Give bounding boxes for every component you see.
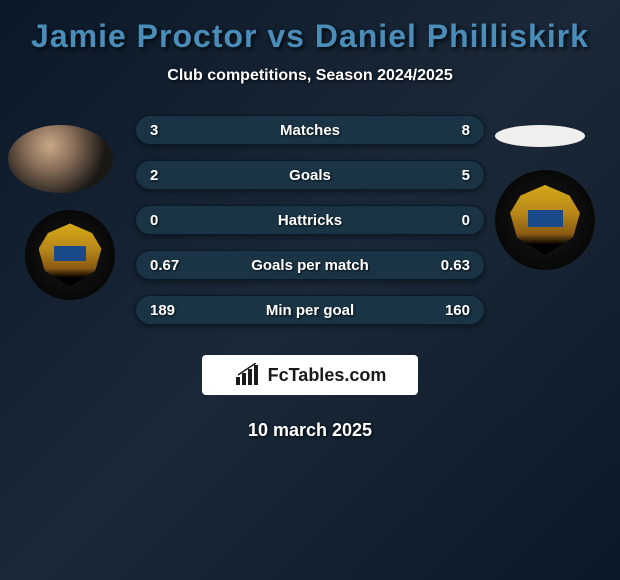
stat-right-value: 5 (462, 167, 470, 184)
stat-row-goals-per-match: 0.67 Goals per match 0.63 (135, 250, 485, 280)
stat-label: Hattricks (278, 212, 342, 229)
stat-left-value: 0 (150, 212, 158, 229)
stats-area: 3 Matches 8 2 Goals 5 0 Hattricks 0 0.67… (0, 115, 620, 441)
club-crest-left (25, 210, 115, 300)
stat-row-matches: 3 Matches 8 (135, 115, 485, 145)
stat-label: Goals per match (251, 257, 369, 274)
stat-left-value: 0.67 (150, 257, 179, 274)
page-title: Jamie Proctor vs Daniel Philliskirk (0, 18, 620, 55)
stat-row-hattricks: 0 Hattricks 0 (135, 205, 485, 235)
stat-right-value: 8 (462, 122, 470, 139)
branding-badge: FcTables.com (202, 355, 418, 395)
club-crest-right (495, 170, 595, 270)
stat-bars: 3 Matches 8 2 Goals 5 0 Hattricks 0 0.67… (135, 115, 485, 325)
stat-row-min-per-goal: 189 Min per goal 160 (135, 295, 485, 325)
stat-left-value: 2 (150, 167, 158, 184)
stat-left-value: 3 (150, 122, 158, 139)
stat-label: Min per goal (266, 302, 354, 319)
chart-icon (234, 363, 262, 387)
stat-right-value: 160 (445, 302, 470, 319)
player-photo-left (8, 125, 113, 193)
stat-label: Matches (280, 122, 340, 139)
comparison-card: Jamie Proctor vs Daniel Philliskirk Club… (0, 0, 620, 451)
stat-row-goals: 2 Goals 5 (135, 160, 485, 190)
stat-right-value: 0.63 (441, 257, 470, 274)
brand-text: FcTables.com (268, 365, 387, 386)
shield-icon (510, 185, 580, 255)
stat-left-value: 189 (150, 302, 175, 319)
player-photo-right (495, 125, 585, 147)
subtitle: Club competitions, Season 2024/2025 (0, 67, 620, 85)
shield-icon (39, 224, 102, 287)
stat-label: Goals (289, 167, 331, 184)
stat-right-value: 0 (462, 212, 470, 229)
date-text: 10 march 2025 (0, 420, 620, 441)
